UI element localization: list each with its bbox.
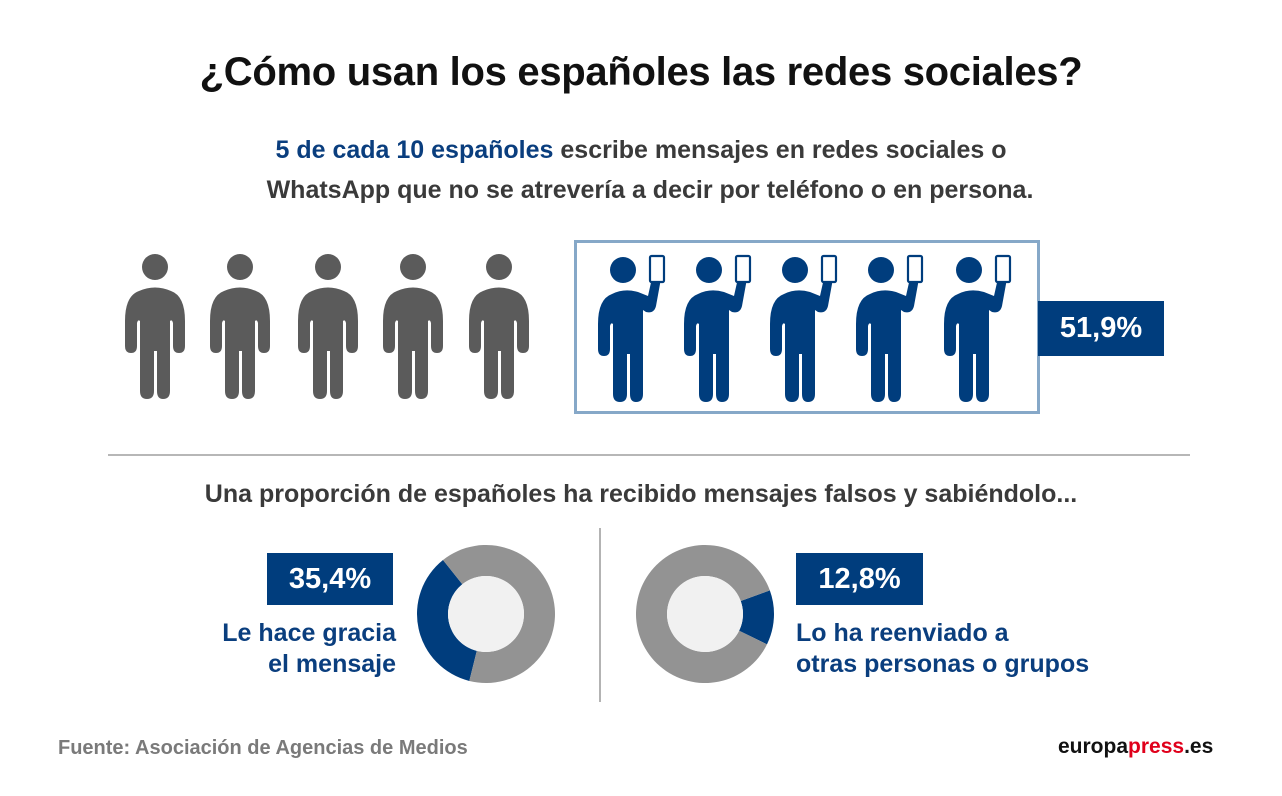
person-icon bbox=[125, 254, 185, 399]
figure-body bbox=[770, 275, 833, 402]
figure-body bbox=[684, 275, 747, 402]
figure-head bbox=[315, 254, 341, 280]
donut-2-value-badge: 12,8% bbox=[796, 553, 923, 605]
subtitle-line-2: WhatsApp que no se atrevería a decir por… bbox=[266, 176, 1034, 204]
person-with-phone-icon bbox=[856, 254, 924, 402]
figure-body bbox=[210, 287, 270, 399]
subtitle-highlight: 5 de cada 10 españoles bbox=[275, 136, 554, 164]
subtitle-line-1-rest: escribe mensajes en redes sociales o bbox=[553, 136, 1007, 164]
donut-2-label: Lo ha reenviado a otras personas o grupo… bbox=[796, 618, 1216, 680]
figure-head bbox=[486, 254, 512, 280]
donut-slice-rest bbox=[442, 545, 555, 683]
figure-head bbox=[956, 257, 982, 283]
vertical-divider bbox=[599, 528, 601, 702]
person-icon bbox=[383, 254, 443, 399]
person-with-phone-icon bbox=[944, 254, 1012, 402]
brand-part-1: europa bbox=[1058, 735, 1129, 758]
figure-body bbox=[944, 275, 1007, 402]
donut-1-label: Le hace gracia el mensaje bbox=[150, 618, 396, 680]
donut-chart-2 bbox=[636, 545, 774, 683]
figure-body bbox=[856, 275, 919, 402]
person-icon bbox=[298, 254, 358, 399]
figure-head bbox=[142, 254, 168, 280]
brand-logo[interactable]: europapress.es bbox=[1058, 735, 1213, 759]
donut-1-label-line-2: el mensaje bbox=[268, 650, 396, 678]
phone-icon bbox=[906, 254, 924, 284]
donut-chart-1 bbox=[417, 545, 555, 683]
person-with-phone-icon bbox=[770, 254, 838, 402]
donut-hole bbox=[667, 576, 743, 652]
donut-1-label-line-1: Le hace gracia bbox=[222, 619, 396, 647]
donut-1-value-badge: 35,4% bbox=[267, 553, 393, 605]
figure-body bbox=[598, 275, 661, 402]
phone-icon bbox=[820, 254, 838, 284]
figure-head bbox=[696, 257, 722, 283]
donut-2-label-line-1: Lo ha reenviado a bbox=[796, 619, 1009, 647]
subtitle: 5 de cada 10 españoles escribe mensajes … bbox=[0, 130, 1282, 210]
donut-hole bbox=[448, 576, 524, 652]
page-title: ¿Cómo usan los españoles las redes socia… bbox=[199, 50, 1083, 94]
subtitle-line-1: 5 de cada 10 españoles escribe mensajes … bbox=[0, 130, 1282, 170]
person-icon bbox=[469, 254, 529, 399]
donut-slice-rest bbox=[636, 545, 770, 683]
figure-body bbox=[298, 287, 358, 399]
source-note: Fuente: Asociación de Agencias de Medios bbox=[58, 737, 468, 759]
phone-icon bbox=[994, 254, 1012, 284]
figure-body bbox=[469, 287, 529, 399]
donut-2-label-line-2: otras personas o grupos bbox=[796, 650, 1090, 678]
section-2-title: Una proporción de españoles ha recibido … bbox=[204, 480, 1078, 508]
figure-head bbox=[610, 257, 636, 283]
figure-head bbox=[227, 254, 253, 280]
brand-part-3: .es bbox=[1184, 735, 1214, 758]
person-icon bbox=[210, 254, 270, 399]
figure-body bbox=[383, 287, 443, 399]
donut-slice-highlight bbox=[417, 560, 477, 681]
figure-body bbox=[125, 287, 185, 399]
person-with-phone-icon bbox=[598, 254, 666, 402]
figure-head bbox=[868, 257, 894, 283]
person-with-phone-icon bbox=[684, 254, 752, 402]
figure-head bbox=[400, 254, 426, 280]
phone-icon bbox=[734, 254, 752, 284]
brand-part-2: press bbox=[1128, 735, 1185, 758]
figure-head bbox=[782, 257, 808, 283]
donut-slice-highlight bbox=[739, 590, 774, 645]
section-divider bbox=[108, 454, 1190, 456]
pictogram-value-badge: 51,9% bbox=[1038, 301, 1164, 356]
phone-icon bbox=[648, 254, 666, 284]
